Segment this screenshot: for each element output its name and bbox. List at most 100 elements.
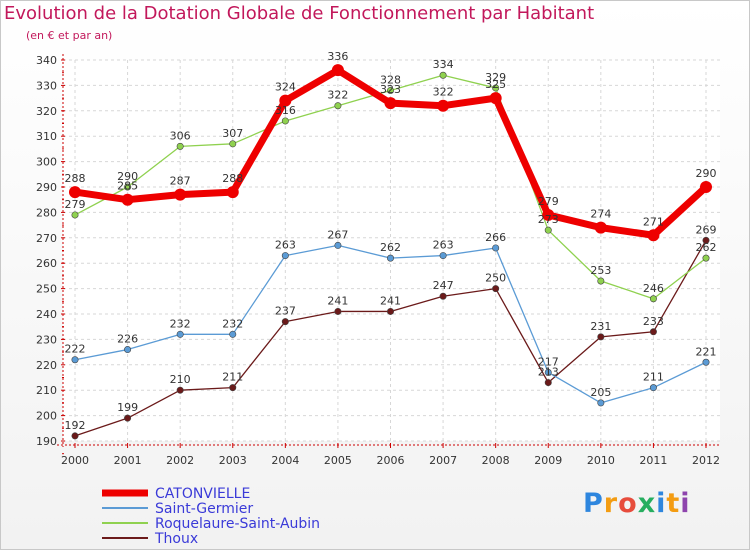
- data-label-layer: 192 199 210 211 237 241 241 247 250 213 231 233 269 2…: [65, 50, 717, 432]
- data-label-saint-germier: 211: [643, 371, 664, 384]
- logo-letter: x: [637, 488, 657, 519]
- data-label-thoux: 233: [643, 315, 664, 328]
- data-label-roquelaure-saint-aubin: 316: [275, 104, 296, 117]
- data-label-thoux: 250: [485, 272, 506, 285]
- data-label-roquelaure-saint-aubin: 246: [643, 282, 664, 295]
- data-label-catonvielle: 287: [170, 175, 191, 188]
- logo-letter: i: [680, 488, 691, 519]
- data-label-catonvielle: 290: [696, 167, 717, 180]
- data-label-catonvielle: 324: [275, 81, 296, 94]
- data-label-saint-germier: 205: [590, 386, 611, 399]
- data-point-catonvielle: [542, 208, 555, 221]
- data-point-catonvielle: [331, 64, 344, 77]
- data-point-roquelaure-saint-aubin: [386, 86, 394, 94]
- data-point-saint-germier: [176, 330, 184, 338]
- data-label-roquelaure-saint-aubin: 262: [696, 241, 717, 254]
- data-point-roquelaure-saint-aubin: [334, 102, 342, 110]
- data-point-catonvielle: [174, 188, 187, 201]
- data-label-roquelaure-saint-aubin: 307: [222, 127, 243, 140]
- data-label-roquelaure-saint-aubin: 334: [433, 58, 454, 71]
- data-point-thoux: [71, 432, 79, 440]
- data-label-thoux: 210: [170, 373, 191, 386]
- data-label-roquelaure-saint-aubin: 290: [117, 170, 138, 183]
- plot-area: [63, 60, 720, 441]
- data-label-roquelaure-saint-aubin: 273: [538, 213, 559, 226]
- data-label-thoux: 192: [65, 419, 86, 432]
- data-label-roquelaure-saint-aubin: 306: [170, 129, 191, 142]
- data-label-thoux: 231: [590, 320, 611, 333]
- data-point-saint-germier: [386, 254, 394, 262]
- data-point-thoux: [439, 292, 447, 300]
- data-point-catonvielle: [437, 99, 450, 112]
- data-label-saint-germier: 226: [117, 333, 138, 346]
- data-point-saint-germier: [124, 346, 132, 354]
- x-tick-label: 2006: [377, 454, 405, 467]
- data-point-thoux: [649, 328, 657, 336]
- data-point-thoux: [386, 307, 394, 315]
- data-point-catonvielle: [69, 186, 81, 199]
- data-label-thoux: 213: [538, 366, 559, 379]
- grid-layer: [63, 59, 720, 442]
- data-point-roquelaure-saint-aubin: [176, 142, 184, 150]
- logo-letter: t: [666, 488, 681, 519]
- data-point-saint-germier: [439, 252, 447, 260]
- data-point-catonvielle: [121, 193, 134, 206]
- data-point-roquelaure-saint-aubin: [649, 295, 657, 303]
- data-point-catonvielle: [279, 94, 292, 107]
- data-label-saint-germier: 263: [275, 239, 296, 252]
- y-tick-label: 340: [36, 54, 57, 67]
- legend-label: CATONVIELLE: [155, 486, 250, 502]
- data-point-saint-germier: [597, 399, 605, 407]
- data-label-catonvielle: 288: [65, 172, 86, 185]
- y-tick-label: 230: [36, 333, 57, 346]
- data-point-saint-germier: [649, 384, 657, 392]
- logo-letter: o: [618, 488, 638, 519]
- legend-label: Roquelaure-Saint-Aubin: [155, 516, 320, 532]
- axis-layer: 190 200 210 220 230 240 250 260 270 280 290 300 310 3…: [36, 54, 720, 467]
- y-tick-label: 310: [36, 130, 57, 143]
- data-point-catonvielle: [700, 181, 712, 193]
- data-point-thoux: [544, 379, 552, 387]
- data-point-saint-germier: [334, 241, 342, 249]
- x-tick-label: 2010: [587, 454, 615, 467]
- x-tick-label: 2011: [639, 454, 667, 467]
- x-tick-label: 2001: [114, 454, 142, 467]
- data-label-saint-germier: 266: [485, 231, 506, 244]
- y-tick-label: 240: [36, 308, 57, 321]
- data-point-roquelaure-saint-aubin: [544, 226, 552, 234]
- data-point-roquelaure-saint-aubin: [492, 84, 500, 92]
- series-layer: [69, 64, 712, 440]
- x-tick-label: 2005: [324, 454, 352, 467]
- x-tick-label: 2000: [61, 454, 89, 467]
- data-point-roquelaure-saint-aubin: [702, 254, 710, 262]
- data-point-catonvielle: [384, 97, 397, 110]
- data-point-thoux: [492, 285, 500, 293]
- data-label-saint-germier: 263: [433, 239, 454, 252]
- data-label-catonvielle: 274: [590, 208, 611, 221]
- data-point-roquelaure-saint-aubin: [597, 277, 605, 285]
- legend-label: Saint-Germier: [155, 501, 253, 517]
- data-point-roquelaure-saint-aubin: [229, 140, 237, 148]
- data-label-roquelaure-saint-aubin: 253: [590, 264, 611, 277]
- data-label-thoux: 241: [327, 294, 348, 307]
- data-point-saint-germier: [702, 358, 710, 366]
- data-point-thoux: [281, 318, 289, 326]
- data-point-catonvielle: [489, 92, 502, 105]
- data-label-thoux: 269: [696, 223, 717, 236]
- data-label-catonvielle: 285: [117, 180, 138, 193]
- data-label-roquelaure-saint-aubin: 328: [380, 73, 401, 86]
- data-point-catonvielle: [594, 221, 607, 234]
- data-label-catonvielle: 325: [485, 78, 506, 91]
- chart-title: Evolution de la Dotation Globale de Fonc…: [4, 3, 595, 24]
- data-label-roquelaure-saint-aubin: 279: [65, 198, 86, 211]
- data-point-thoux: [597, 333, 605, 341]
- logo-letter: r: [603, 488, 619, 519]
- data-point-saint-germier: [229, 330, 237, 338]
- legend: CATONVIELLESaint-GermierRoquelaure-Saint…: [102, 486, 320, 547]
- y-tick-label: 190: [36, 435, 57, 448]
- data-point-thoux: [229, 384, 237, 392]
- data-point-saint-germier: [71, 356, 79, 364]
- x-tick-label: 2012: [692, 454, 720, 467]
- legend-label: Thoux: [154, 531, 198, 547]
